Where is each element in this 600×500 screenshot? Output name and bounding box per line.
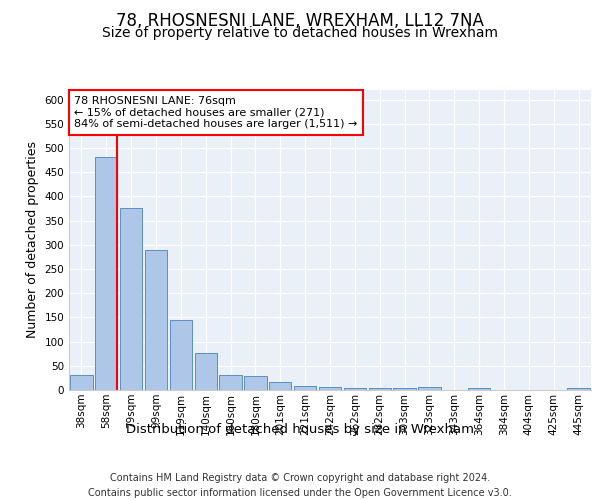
Bar	[120, 208, 142, 390]
Bar	[220, 374, 242, 390]
Text: Contains HM Land Registry data © Crown copyright and database right 2024.
Contai: Contains HM Land Registry data © Crown c…	[88, 472, 512, 498]
Bar	[95, 157, 118, 390]
Text: Size of property relative to detached houses in Wrexham: Size of property relative to detached ho…	[102, 26, 498, 40]
Bar	[294, 386, 316, 390]
Y-axis label: Number of detached properties: Number of detached properties	[26, 142, 39, 338]
Bar	[418, 387, 440, 390]
Bar	[468, 388, 490, 390]
Bar	[344, 388, 366, 390]
Bar	[194, 353, 217, 390]
Bar	[70, 374, 92, 390]
Bar	[145, 250, 167, 390]
Bar	[368, 388, 391, 390]
Bar	[244, 376, 266, 390]
Bar	[568, 388, 590, 390]
Bar	[170, 320, 192, 390]
Text: 78 RHOSNESNI LANE: 76sqm
← 15% of detached houses are smaller (271)
84% of semi-: 78 RHOSNESNI LANE: 76sqm ← 15% of detach…	[74, 96, 358, 129]
Bar	[394, 388, 416, 390]
Bar	[269, 382, 292, 390]
Text: 78, RHOSNESNI LANE, WREXHAM, LL12 7NA: 78, RHOSNESNI LANE, WREXHAM, LL12 7NA	[116, 12, 484, 30]
Bar	[319, 386, 341, 390]
Text: Distribution of detached houses by size in Wrexham: Distribution of detached houses by size …	[126, 422, 474, 436]
